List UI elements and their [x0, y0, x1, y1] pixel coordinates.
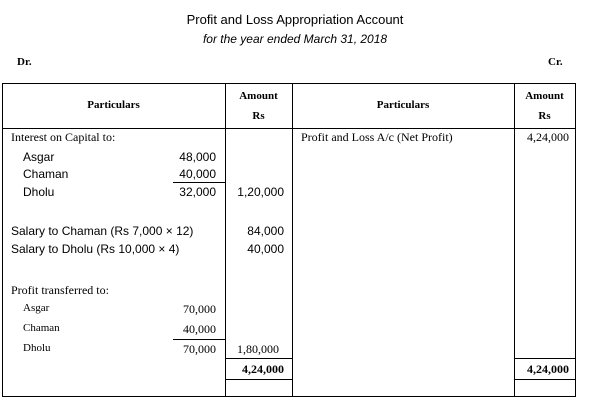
page-title: Profit and Loss Appropriation Account	[186, 12, 404, 27]
debit-amount-heading: Amount	[239, 90, 278, 102]
profit-partner-name: Dholu	[23, 342, 51, 354]
interest-partner-name: Asgar	[23, 150, 55, 164]
profit-partner-amount: 40,000	[183, 322, 216, 336]
header-divider	[2, 128, 576, 129]
profit-partner-name: Chaman	[23, 322, 60, 334]
debit-particulars-heading: Particulars	[87, 99, 140, 111]
table-left-border	[2, 83, 3, 397]
table-right-border	[575, 83, 576, 397]
debit-amount-col-left	[225, 83, 226, 397]
credit-side-label: Cr.	[548, 56, 563, 68]
profit-partner-amount: 70,000	[183, 342, 216, 356]
table-top-border	[2, 83, 576, 84]
credit-amount-col-left	[514, 83, 515, 397]
interest-partner-name: Chaman	[23, 167, 69, 181]
salary-item-amount: 40,000	[247, 242, 284, 256]
interest-partner-amount: 40,000	[179, 167, 216, 181]
credit-particulars-heading: Particulars	[376, 99, 430, 111]
profit-partner-name: Asgar	[23, 302, 50, 314]
table-bottom-border	[2, 396, 576, 397]
profit-heading: Profit transferred to:	[11, 283, 109, 297]
profit-subtotal-rule	[173, 339, 225, 340]
salary-item-label: Salary to Dholu (Rs 10,000 × 4)	[11, 242, 180, 256]
profit-partner-amount: 70,000	[183, 302, 216, 316]
credit-total-top-rule	[514, 358, 575, 359]
interest-heading: Interest on Capital to:	[11, 130, 116, 144]
debit-amount-col-right	[292, 83, 293, 397]
credit-amount-unit: Rs	[538, 110, 551, 122]
credit-amount-heading: Amount	[525, 90, 564, 102]
credit-grand-total: 4,24,000	[527, 362, 569, 376]
salary-item-amount: 84,000	[247, 224, 284, 238]
credit-item-label: Profit and Loss A/c (Net Profit)	[301, 130, 453, 144]
debit-total-top-rule	[225, 358, 292, 359]
interest-partner-name: Dholu	[23, 185, 55, 199]
profit-total: 1,80,000	[237, 342, 279, 356]
debit-grand-total: 4,24,000	[242, 362, 284, 376]
debit-total-bottom-rule	[225, 379, 292, 380]
interest-partner-amount: 32,000	[179, 185, 216, 199]
salary-item-label: Salary to Chaman (Rs 7,000 × 12)	[11, 224, 194, 238]
interest-partner-amount: 48,000	[179, 150, 216, 164]
credit-total-bottom-rule	[514, 379, 575, 380]
interest-subtotal-rule	[173, 182, 225, 183]
credit-item-amount: 4,24,000	[527, 130, 569, 144]
page-subtitle: for the year ended March 31, 2018	[202, 32, 388, 46]
debit-amount-unit: Rs	[252, 110, 265, 122]
interest-total: 1,20,000	[237, 185, 284, 199]
debit-side-label: Dr.	[17, 56, 32, 68]
